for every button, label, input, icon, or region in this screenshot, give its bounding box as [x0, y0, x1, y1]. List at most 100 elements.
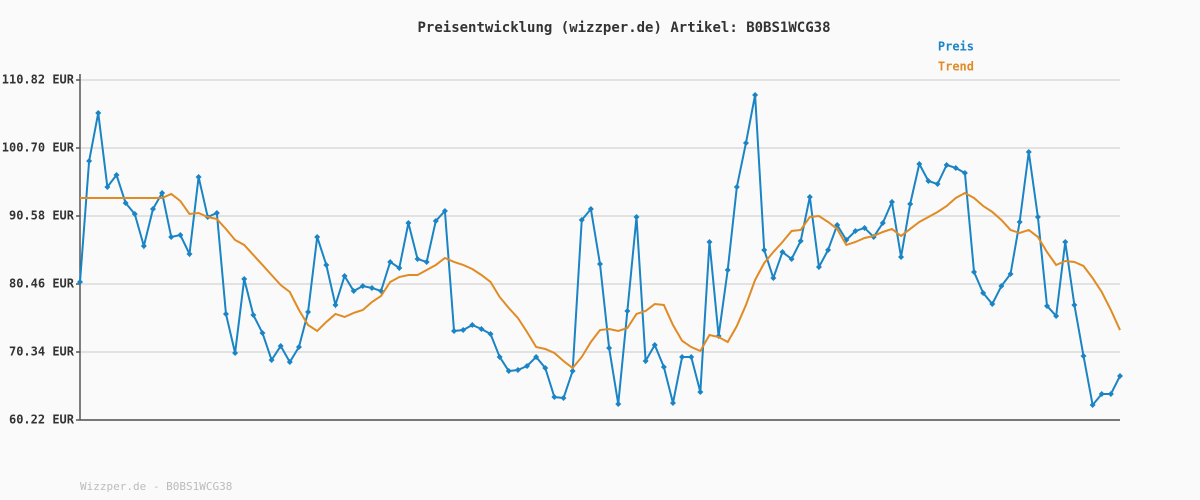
- y-tick-label: 60.22 EUR: [9, 413, 75, 427]
- data-point: [742, 139, 749, 146]
- data-point: [761, 247, 768, 253]
- data-point: [1025, 148, 1032, 155]
- data-point: [587, 206, 594, 213]
- data-point: [1107, 390, 1114, 397]
- data-point: [633, 214, 640, 221]
- data-point: [432, 217, 439, 224]
- data-point: [259, 329, 266, 336]
- data-point: [733, 183, 740, 190]
- data-point: [907, 200, 914, 207]
- data-point: [295, 344, 302, 351]
- data-point: [341, 273, 348, 280]
- data-point: [898, 253, 905, 260]
- data-point: [350, 287, 357, 294]
- data-point: [597, 260, 603, 267]
- data-point: [560, 395, 567, 402]
- data-point: [797, 237, 804, 244]
- data-point: [669, 400, 676, 406]
- data-point: [469, 321, 476, 328]
- data-point: [779, 249, 786, 256]
- data-point: [505, 368, 512, 375]
- data-point: [487, 330, 494, 337]
- data-point: [879, 219, 886, 226]
- data-point: [861, 224, 868, 231]
- data-point: [697, 388, 704, 395]
- data-point: [423, 258, 430, 265]
- legend-entry: Preis: [938, 40, 974, 54]
- data-point: [314, 233, 321, 240]
- data-point: [159, 190, 166, 197]
- data-point: [277, 343, 284, 350]
- data-point: [1016, 218, 1023, 225]
- data-point: [788, 256, 795, 263]
- data-point: [77, 278, 83, 285]
- data-point: [368, 284, 375, 291]
- data-point: [533, 353, 540, 360]
- data-point: [542, 364, 549, 371]
- data-point: [323, 261, 330, 268]
- data-point: [925, 177, 932, 184]
- y-tick-label: 110.82 EUR: [2, 73, 75, 87]
- data-point: [524, 362, 531, 369]
- data-point: [268, 356, 275, 363]
- data-point: [1007, 270, 1014, 277]
- data-point: [1089, 402, 1096, 409]
- data-point: [1080, 352, 1087, 359]
- data-point: [332, 301, 339, 308]
- data-point: [852, 227, 859, 234]
- data-point: [131, 210, 138, 217]
- data-point: [496, 353, 503, 360]
- data-point: [989, 301, 996, 308]
- data-point: [213, 209, 220, 216]
- chart-title: Preisentwicklung (wizzper.de) Artikel: B…: [417, 20, 830, 36]
- footer: Wizzper.de - B0BS1WCG38: [80, 480, 232, 493]
- data-point: [405, 219, 412, 226]
- data-point: [250, 311, 257, 318]
- data-point: [679, 353, 686, 360]
- data-point: [222, 310, 229, 317]
- data-point: [615, 401, 622, 408]
- data-point: [688, 353, 695, 360]
- data-point: [104, 183, 111, 190]
- data-point: [1098, 390, 1105, 397]
- data-point: [286, 359, 293, 366]
- data-point: [414, 256, 421, 263]
- data-point: [149, 206, 156, 213]
- data-point: [706, 239, 713, 246]
- data-point: [168, 233, 175, 240]
- data-point: [305, 309, 312, 316]
- data-point: [451, 327, 458, 334]
- data-point: [825, 247, 832, 253]
- data-point: [578, 216, 585, 223]
- data-point: [934, 181, 941, 188]
- legend-entry: Trend: [938, 60, 974, 74]
- data-point: [642, 358, 649, 365]
- data-point: [888, 198, 895, 205]
- y-tick-label: 70.34 EUR: [9, 345, 75, 359]
- y-tick-label: 90.58 EUR: [9, 209, 75, 223]
- data-point: [113, 172, 120, 179]
- data-point: [177, 232, 184, 239]
- data-point: [770, 275, 777, 282]
- data-point: [998, 283, 1005, 290]
- data-point: [834, 222, 841, 229]
- data-point: [1071, 301, 1078, 308]
- data-point: [478, 326, 485, 333]
- y-tick-label: 100.70 EUR: [2, 141, 75, 155]
- data-point: [1053, 312, 1060, 319]
- data-point: [606, 344, 613, 351]
- data-point: [806, 193, 813, 200]
- data-point: [441, 207, 448, 214]
- data-point: [551, 394, 558, 401]
- data-point: [95, 109, 102, 116]
- data-point: [569, 368, 576, 375]
- data-point: [1044, 302, 1051, 309]
- data-point: [624, 308, 631, 315]
- data-point: [916, 160, 923, 167]
- data-point: [1062, 239, 1069, 246]
- data-point: [241, 275, 248, 282]
- data-point: [460, 327, 467, 334]
- data-point: [195, 173, 202, 180]
